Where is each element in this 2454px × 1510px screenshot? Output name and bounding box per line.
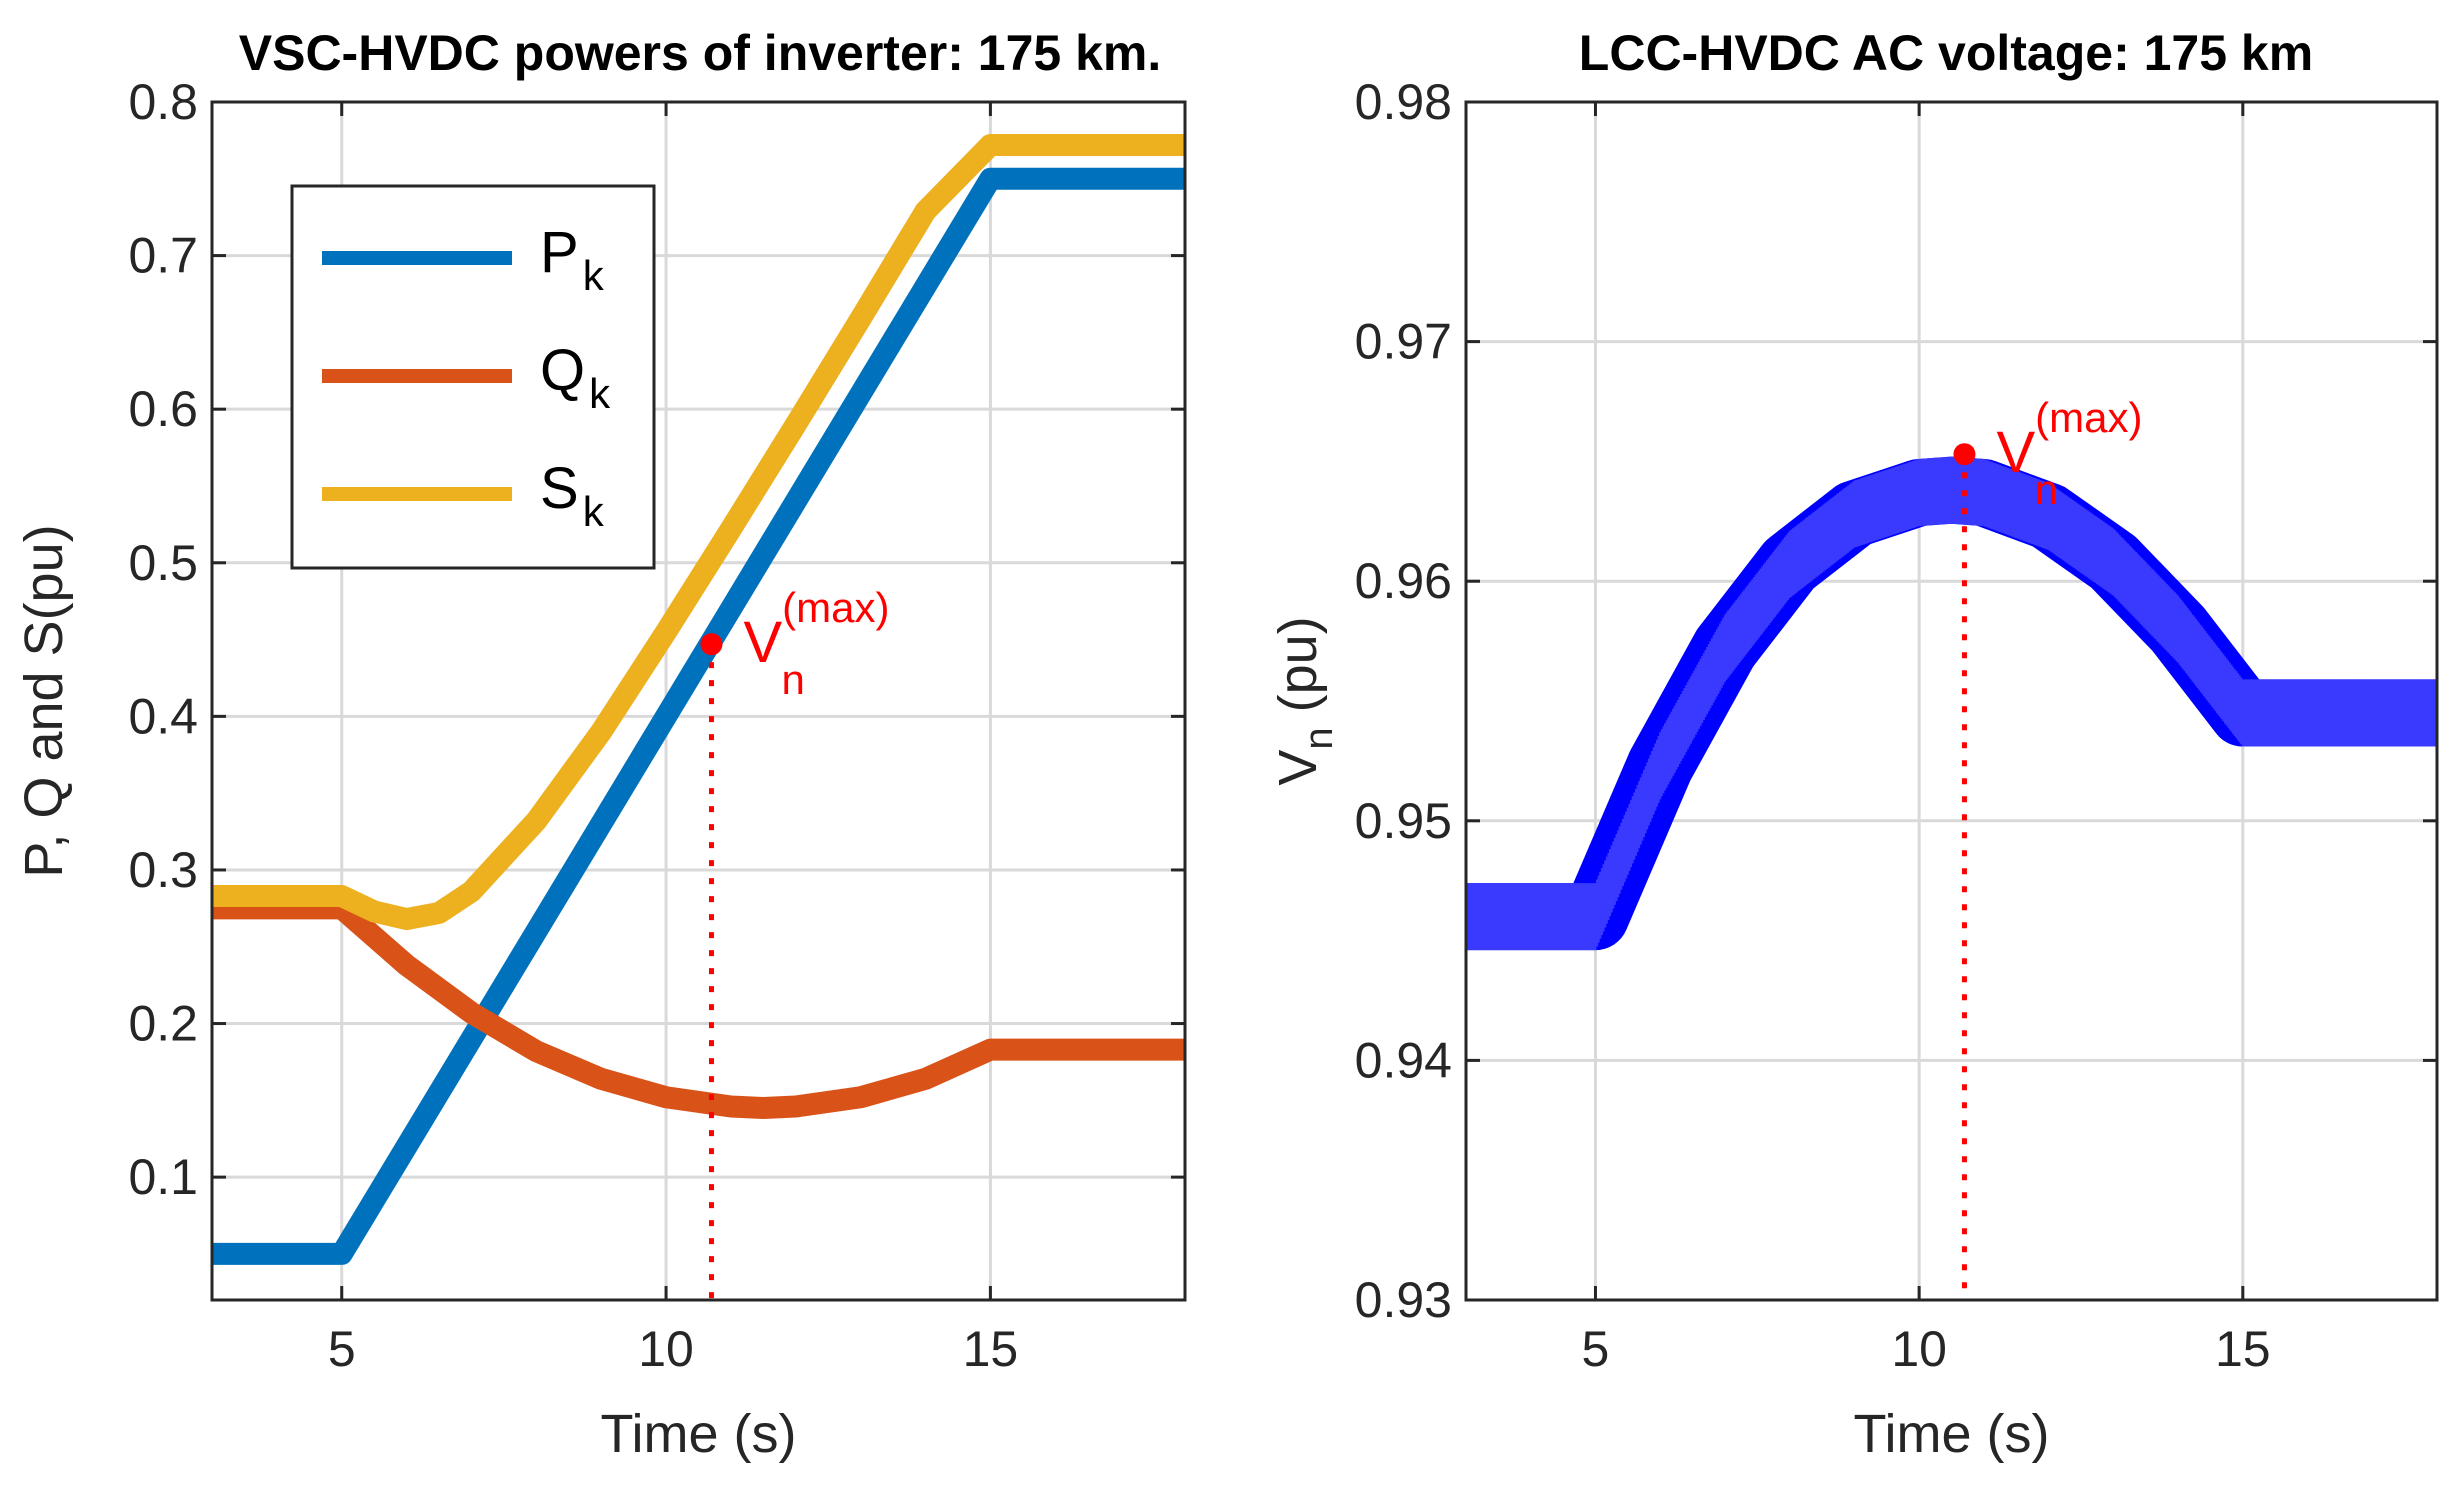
annotation-marker <box>700 633 723 656</box>
axis-ticks: 5 10 15 0.1 0.2 0.3 0.4 0.5 0.6 0.7 0.8 <box>128 74 1185 1377</box>
x-tick-label: 15 <box>2215 1321 2271 1377</box>
series-line-q <box>212 897 1185 1120</box>
legend: Pk Qk Sk <box>290 184 656 570</box>
series-oscillation <box>1465 456 2437 951</box>
x-tick-label: 5 <box>328 1321 356 1377</box>
y-tick-label: 0.8 <box>128 74 198 130</box>
x-tick-label: 10 <box>1891 1321 1947 1377</box>
axis-ticks: 5 10 15 0.93 0.94 0.95 0.96 0.97 0.98 <box>1355 74 2437 1377</box>
y-tick-label: 0.1 <box>128 1149 198 1205</box>
chart-powers: V(max) n 5 10 15 0.1 0.2 0.3 0.4 0.5 0.6 0.7 0.8 VS… <box>14 25 1187 1464</box>
legend-label-s: Sk <box>540 456 605 535</box>
chart-voltage: V(max) n 5 10 15 0.93 0.94 0.95 0.96 0.97 0.98 LC… <box>1268 25 2439 1464</box>
y-axis-label: P, Q and S(pu) <box>14 524 74 877</box>
y-tick-label: 0.4 <box>128 688 198 744</box>
x-tick-label: 5 <box>1582 1321 1610 1377</box>
annotation: V(max) n <box>700 584 889 1300</box>
y-tick-label: 0.93 <box>1355 1272 1452 1328</box>
axes-frame <box>210 100 1187 1302</box>
y-tick-label: 0.98 <box>1355 74 1452 130</box>
y-tick-label: 0.97 <box>1355 314 1452 370</box>
x-tick-label: 15 <box>963 1321 1019 1377</box>
annotation-marker <box>1953 443 1976 466</box>
annotation: V(max) n <box>1953 394 2142 1300</box>
annotation-label: V(max) n <box>1996 394 2142 513</box>
legend-label-q: Qk <box>540 338 611 417</box>
y-tick-label: 0.96 <box>1355 553 1452 609</box>
y-tick-label: 0.5 <box>128 535 198 591</box>
series-lines <box>212 134 1185 1265</box>
series-lines <box>1465 456 2437 951</box>
legend-label-p: Pk <box>540 220 605 299</box>
series-line-s <box>212 134 1185 931</box>
chart-title: VSC-HVDC powers of inverter: 175 km. <box>239 25 1162 81</box>
series-line-p <box>212 167 1185 1265</box>
x-tick-label: 10 <box>638 1321 694 1377</box>
y-tick-label: 0.3 <box>128 842 198 898</box>
y-tick-label: 0.7 <box>128 228 198 284</box>
annotation-label: V(max) n <box>743 584 889 703</box>
x-axis-label: Time (s) <box>1854 1404 2050 1464</box>
y-tick-label: 0.6 <box>128 381 198 437</box>
y-tick-label: 0.94 <box>1355 1032 1452 1088</box>
y-tick-label: 0.95 <box>1355 793 1452 849</box>
y-tick-label: 0.2 <box>128 996 198 1052</box>
axes-frame <box>1464 100 2439 1302</box>
y-axis-label: Vn (pu) <box>1268 616 1341 785</box>
x-axis-label: Time (s) <box>601 1404 797 1464</box>
chart-title: LCC-HVDC AC voltage: 175 km <box>1579 25 2313 81</box>
